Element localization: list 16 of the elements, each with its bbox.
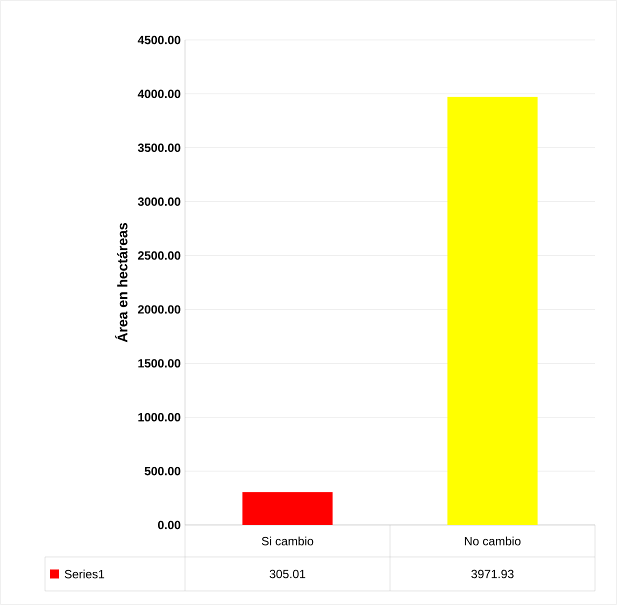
x-tick-label: No cambio	[464, 536, 521, 546]
y-tick-label: 2500.00	[138, 251, 180, 260]
y-tick-label: 1500.00	[138, 359, 180, 368]
y-tick-label: 4500.00	[138, 36, 180, 44]
y-tick-label: 500.00	[144, 466, 180, 476]
y-tick-label: 3500.00	[138, 144, 180, 152]
x-tick-label: Si cambio	[262, 536, 314, 546]
data-label: 3971.93	[471, 570, 514, 578]
legend-label: Series1	[64, 570, 104, 578]
data-label: 305.01	[270, 570, 306, 578]
y-tick-label: 0.00	[158, 520, 180, 530]
y-tick-label: 1000.00	[138, 412, 180, 422]
y-tick-label: 2000.00	[138, 305, 180, 314]
y-tick-label: 3000.00	[138, 197, 180, 206]
y-tick-label: 4000.00	[138, 90, 180, 98]
y-axis-title: Área en hectáreas	[114, 222, 128, 342]
